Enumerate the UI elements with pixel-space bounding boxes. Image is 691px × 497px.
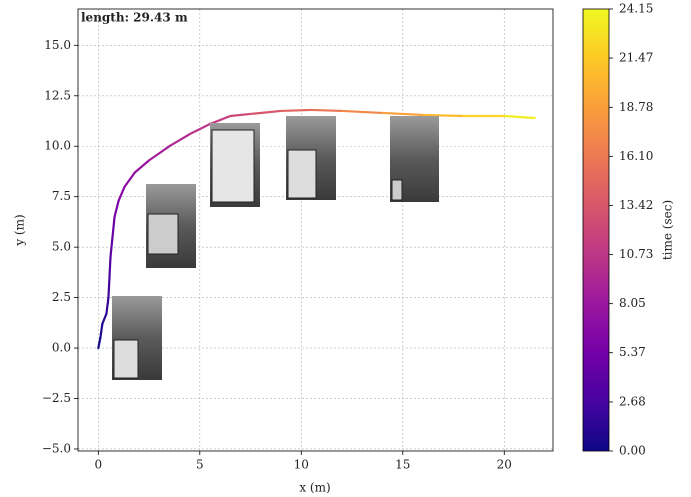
trajectory-segment — [208, 114, 232, 126]
thumbnail — [210, 123, 260, 207]
y-tick-label: 5.0 — [52, 240, 71, 254]
colorbar-label: time (sec) — [661, 200, 675, 260]
trajectory-segment — [168, 133, 191, 148]
trajectory-segment — [117, 185, 126, 202]
colorbar-tick-label: 24.15 — [619, 2, 653, 16]
thumbnail — [286, 116, 336, 200]
y-tick-label: 2.5 — [52, 290, 71, 304]
colorbar-tick-label: 8.05 — [619, 296, 646, 310]
trajectory-segment — [381, 111, 425, 117]
trajectory-segment — [105, 296, 110, 315]
trajectory — [97, 108, 536, 350]
plot-frame — [77, 8, 554, 452]
colorbar-tick-label: 16.10 — [619, 149, 653, 163]
y-tick-label: 0.0 — [52, 341, 71, 355]
x-tick-label: 10 — [294, 458, 309, 472]
colorbar-tick-label: 5.37 — [619, 345, 646, 359]
colorbar-tick-label: 18.78 — [619, 100, 653, 114]
colorbar-tick-label: 2.68 — [619, 394, 646, 408]
grid-layer — [78, 9, 553, 451]
trajectory-segment — [147, 145, 171, 162]
x-tick-label: 15 — [395, 458, 410, 472]
x-tick-label: 20 — [497, 458, 512, 472]
trajectory-segment — [101, 312, 108, 325]
trajectory-segment — [421, 113, 465, 118]
thumbnails — [112, 116, 439, 380]
trajectory-segment — [229, 112, 252, 118]
x-tick-label: 0 — [94, 458, 102, 472]
trajectory-segment — [249, 109, 283, 116]
trajectory-segment — [109, 235, 114, 259]
x-axis-label: x (m) — [299, 481, 330, 495]
trajectory-segment — [188, 122, 212, 136]
annotation: length: 29.43 m — [81, 11, 188, 25]
y-axis-label: y (m) — [13, 214, 27, 246]
colorbar — [582, 8, 610, 452]
thumbnail — [112, 296, 162, 380]
trajectory-segment — [279, 108, 313, 113]
y-tick-label: −5.0 — [42, 441, 71, 455]
trajectory-segment — [99, 322, 104, 340]
colorbar-tick-label: 10.73 — [619, 247, 653, 261]
trajectory-segment — [107, 276, 111, 299]
y-tick-label: 10.0 — [44, 139, 71, 153]
trajectory-segment — [113, 199, 120, 218]
colorbar-tick-label: 21.47 — [619, 51, 653, 65]
thumbnail — [390, 116, 439, 202]
trajectory-segment — [108, 256, 112, 279]
trajectory-segment — [97, 336, 102, 350]
colorbar-tick-label: 13.42 — [619, 198, 653, 212]
thumbnail — [146, 184, 196, 268]
trajectory-segment — [310, 108, 343, 113]
y-tick-label: 15.0 — [44, 38, 71, 52]
trajectory-segment — [340, 109, 384, 115]
trajectory-segment — [133, 159, 151, 174]
y-tick-label: 7.5 — [52, 189, 71, 203]
trajectory-segment — [503, 114, 536, 120]
y-tick-label: 12.5 — [44, 88, 71, 102]
y-tick-label: −2.5 — [42, 391, 71, 405]
trajectory-segment — [123, 171, 136, 188]
colorbar-tick-label: 0.00 — [619, 444, 646, 458]
trajectory-segment — [111, 215, 116, 239]
x-tick-label: 5 — [196, 458, 204, 472]
